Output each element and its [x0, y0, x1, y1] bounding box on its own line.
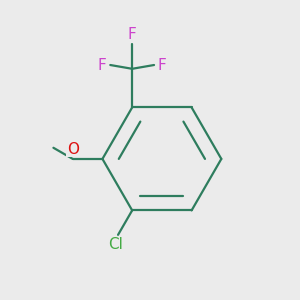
Text: F: F [158, 58, 166, 73]
Text: Cl: Cl [108, 237, 123, 252]
Text: O: O [67, 142, 79, 157]
Text: F: F [128, 27, 136, 42]
Text: F: F [98, 58, 107, 73]
